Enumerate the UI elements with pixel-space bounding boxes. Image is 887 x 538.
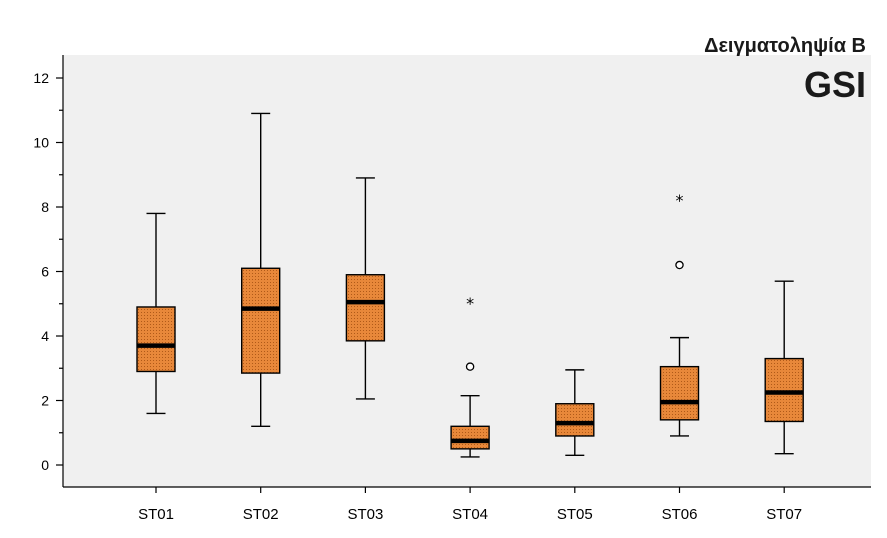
x-tick-label: ST03: [347, 506, 383, 523]
x-tick-label: ST06: [662, 506, 698, 523]
x-axis: ST01 ST02 ST03 ST04 ST05 ST06 ST07: [63, 486, 871, 523]
box-group-st04: *: [450, 294, 490, 458]
x-tick-label: ST07: [766, 506, 802, 523]
outlier-point: [465, 362, 475, 371]
chart-subtitle: Δειγματοληψία Β: [704, 35, 866, 57]
iqr-box: [659, 365, 700, 421]
outlier-point: [675, 260, 684, 270]
extreme-point: *: [676, 191, 684, 210]
y-tick-label: 6: [41, 264, 49, 280]
y-tick-label: 0: [41, 457, 49, 473]
box-group-st01: [136, 212, 176, 415]
x-tick-label: ST02: [243, 506, 279, 523]
chart-title: GSI: [804, 64, 866, 105]
x-tick-label: ST01: [138, 506, 174, 523]
iqr-box: [345, 274, 386, 342]
x-tick-label: ST05: [557, 506, 593, 523]
iqr-box: [136, 306, 176, 373]
iqr-box: [450, 425, 490, 450]
box-group-st03: [345, 177, 386, 400]
box-group-st02: [240, 112, 281, 427]
y-tick-label: 12: [33, 70, 49, 86]
y-axis: 0 2 4 6 8 10 12: [33, 55, 64, 487]
box-group-st06: *: [659, 191, 700, 437]
y-tick-label: 8: [41, 199, 49, 215]
extreme-point: *: [466, 294, 474, 313]
iqr-box: [240, 267, 281, 374]
y-tick-label: 4: [41, 328, 49, 344]
box-group-st05: [555, 369, 595, 457]
plot-area: [63, 55, 871, 487]
iqr-box: [555, 403, 595, 437]
iqr-box: [764, 357, 804, 423]
box-series: **: [136, 112, 804, 458]
x-tick-label: ST04: [452, 506, 488, 523]
y-tick-label: 10: [33, 135, 49, 151]
y-tick-label: 2: [41, 393, 49, 409]
box-group-st07: [764, 280, 804, 455]
